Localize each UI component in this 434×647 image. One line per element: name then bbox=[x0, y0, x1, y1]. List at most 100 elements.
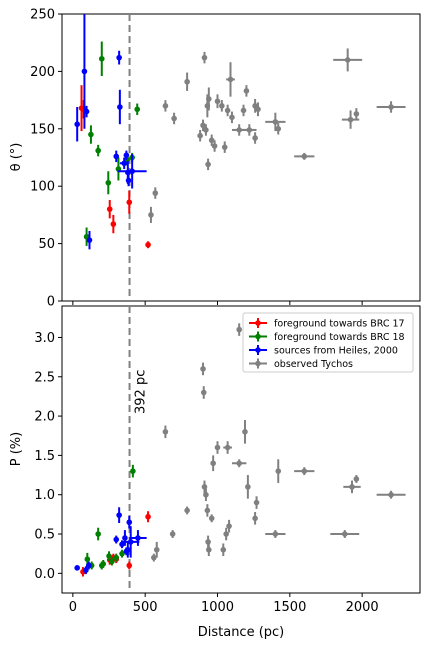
legend-label: sources from Heiles, 2000 bbox=[274, 346, 398, 357]
data-point bbox=[184, 506, 190, 515]
legend-entries: foreground towards BRC 17 foreground towa… bbox=[249, 318, 405, 370]
marker bbox=[126, 562, 133, 569]
x-tick-label: 1500 bbox=[273, 600, 306, 615]
series-tychos bbox=[151, 323, 406, 562]
marker bbox=[349, 484, 355, 490]
marker bbox=[74, 565, 80, 571]
marker bbox=[221, 144, 228, 150]
marker bbox=[219, 103, 225, 109]
marker bbox=[171, 115, 177, 122]
top-x-ticks bbox=[72, 301, 363, 305]
data-point bbox=[223, 441, 232, 454]
x-tick-label: 0 bbox=[69, 600, 77, 615]
data-point bbox=[214, 94, 221, 109]
data-point bbox=[224, 104, 231, 117]
x-axis-label: Distance (pc) bbox=[198, 625, 285, 640]
marker bbox=[206, 546, 212, 553]
series-tychos bbox=[148, 48, 406, 223]
marker bbox=[83, 108, 90, 115]
data-point bbox=[206, 543, 212, 557]
y-tick-label: 0 bbox=[47, 295, 55, 310]
marker bbox=[184, 507, 190, 514]
data-point bbox=[330, 530, 360, 538]
marker bbox=[119, 550, 125, 557]
marker bbox=[162, 429, 169, 435]
series-brc17 bbox=[78, 85, 151, 249]
data-point bbox=[83, 566, 89, 575]
marker bbox=[301, 153, 308, 160]
y-tick-label: 150 bbox=[30, 122, 55, 137]
data-point bbox=[197, 129, 203, 142]
marker bbox=[229, 114, 235, 121]
marker bbox=[121, 160, 127, 167]
marker bbox=[220, 546, 227, 553]
data-point bbox=[253, 496, 260, 509]
data-point bbox=[265, 112, 286, 132]
marker bbox=[197, 132, 203, 139]
marker bbox=[113, 153, 120, 160]
marker bbox=[388, 104, 394, 110]
bottom-y-axis-label: P (%) bbox=[9, 432, 24, 466]
data-point bbox=[125, 541, 131, 558]
data-point bbox=[116, 50, 122, 65]
marker bbox=[95, 147, 101, 154]
marker bbox=[126, 519, 133, 526]
legend-entry-brc17: foreground towards BRC 17 bbox=[249, 318, 405, 330]
data-point bbox=[200, 386, 207, 399]
marker bbox=[203, 127, 209, 133]
y-tick-label: 1.0 bbox=[34, 488, 55, 503]
data-point bbox=[162, 100, 169, 112]
marker bbox=[272, 119, 279, 125]
marker bbox=[105, 179, 112, 186]
bottom-data-points bbox=[74, 323, 406, 577]
data-point bbox=[333, 48, 363, 72]
x-tick-label: 500 bbox=[133, 600, 158, 615]
data-point bbox=[81, 14, 88, 129]
data-point bbox=[275, 459, 282, 483]
data-point bbox=[130, 464, 136, 478]
data-point bbox=[376, 101, 406, 113]
data-point bbox=[220, 543, 227, 557]
marker bbox=[184, 78, 190, 85]
data-point bbox=[106, 199, 113, 219]
data-point bbox=[203, 124, 209, 136]
marker bbox=[272, 531, 279, 537]
marker bbox=[208, 515, 215, 522]
marker bbox=[226, 523, 232, 529]
marker bbox=[214, 98, 221, 105]
legend-entry-tychos: observed Tychos bbox=[249, 358, 353, 370]
data-point bbox=[214, 441, 221, 454]
y-tick-label: 0.0 bbox=[34, 567, 55, 582]
data-point bbox=[229, 111, 235, 124]
marker bbox=[243, 88, 250, 94]
data-point bbox=[152, 187, 159, 199]
y-tick-label: 0.5 bbox=[34, 528, 55, 543]
marker bbox=[162, 103, 169, 109]
marker bbox=[169, 531, 176, 537]
marker bbox=[85, 562, 92, 569]
data-point bbox=[200, 362, 206, 376]
marker bbox=[223, 531, 229, 537]
marker bbox=[145, 513, 151, 520]
marker bbox=[74, 121, 80, 128]
data-point bbox=[88, 125, 94, 144]
marker bbox=[145, 241, 151, 248]
data-point bbox=[119, 157, 129, 169]
data-point bbox=[376, 490, 406, 499]
y-tick-label: 200 bbox=[30, 65, 55, 80]
marker bbox=[86, 237, 93, 243]
marker bbox=[236, 326, 242, 333]
bottom-y-ticks: 0.0 0.5 1.0 1.5 2.0 2.5 3.0 bbox=[34, 331, 62, 582]
data-point bbox=[275, 123, 282, 135]
legend-swatch-marker bbox=[255, 347, 261, 353]
data-point bbox=[211, 140, 218, 152]
data-point bbox=[255, 102, 261, 117]
data-point bbox=[86, 230, 93, 250]
marker bbox=[275, 126, 282, 132]
marker bbox=[200, 366, 206, 372]
data-point bbox=[98, 41, 105, 76]
data-point bbox=[74, 106, 80, 142]
marker bbox=[81, 68, 88, 75]
data-point bbox=[171, 112, 177, 125]
data-point bbox=[126, 190, 133, 214]
